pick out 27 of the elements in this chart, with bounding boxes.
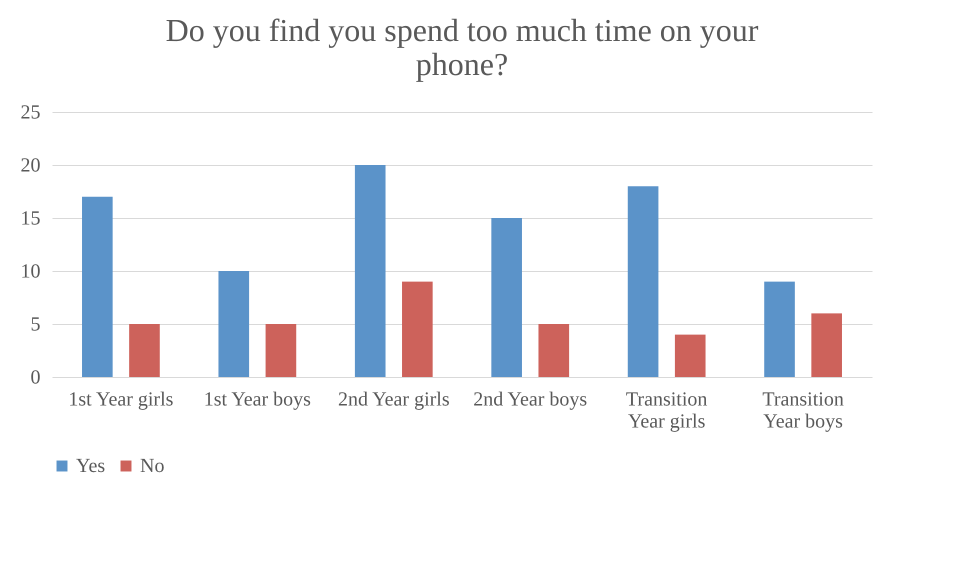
- x-tick-label: Transition Year girls: [626, 388, 708, 432]
- x-tick-label: 1st Year girls: [68, 388, 174, 410]
- x-tick-label: 1st Year boys: [204, 388, 312, 410]
- bar: [218, 271, 250, 377]
- bar: [266, 324, 296, 377]
- y-tick-label: 20: [20, 154, 40, 176]
- legend-label: Yes: [76, 455, 106, 477]
- bar: [402, 282, 433, 377]
- bar: [538, 324, 570, 377]
- y-tick-label: 10: [20, 260, 40, 282]
- y-tick-label: 25: [20, 102, 40, 124]
- x-tick-label: 2nd Year boys: [473, 388, 588, 410]
- y-tick-label: 5: [30, 314, 40, 336]
- chart-title: Do you find you spend too much time on your phone?: [166, 12, 759, 82]
- x-tick-label: Transition Year boys: [762, 388, 844, 432]
- y-tick-label: 0: [30, 366, 40, 388]
- bar: [354, 165, 386, 377]
- bar: [491, 218, 522, 377]
- bar: [628, 186, 658, 377]
- bar: [811, 313, 842, 377]
- bar: [764, 282, 795, 377]
- x-tick-label: 2nd Year girls: [338, 388, 450, 410]
- bar: [674, 334, 706, 377]
- bar: [129, 324, 160, 377]
- legend-label: No: [140, 455, 164, 477]
- bar: [82, 196, 113, 377]
- y-tick-label: 15: [20, 208, 40, 230]
